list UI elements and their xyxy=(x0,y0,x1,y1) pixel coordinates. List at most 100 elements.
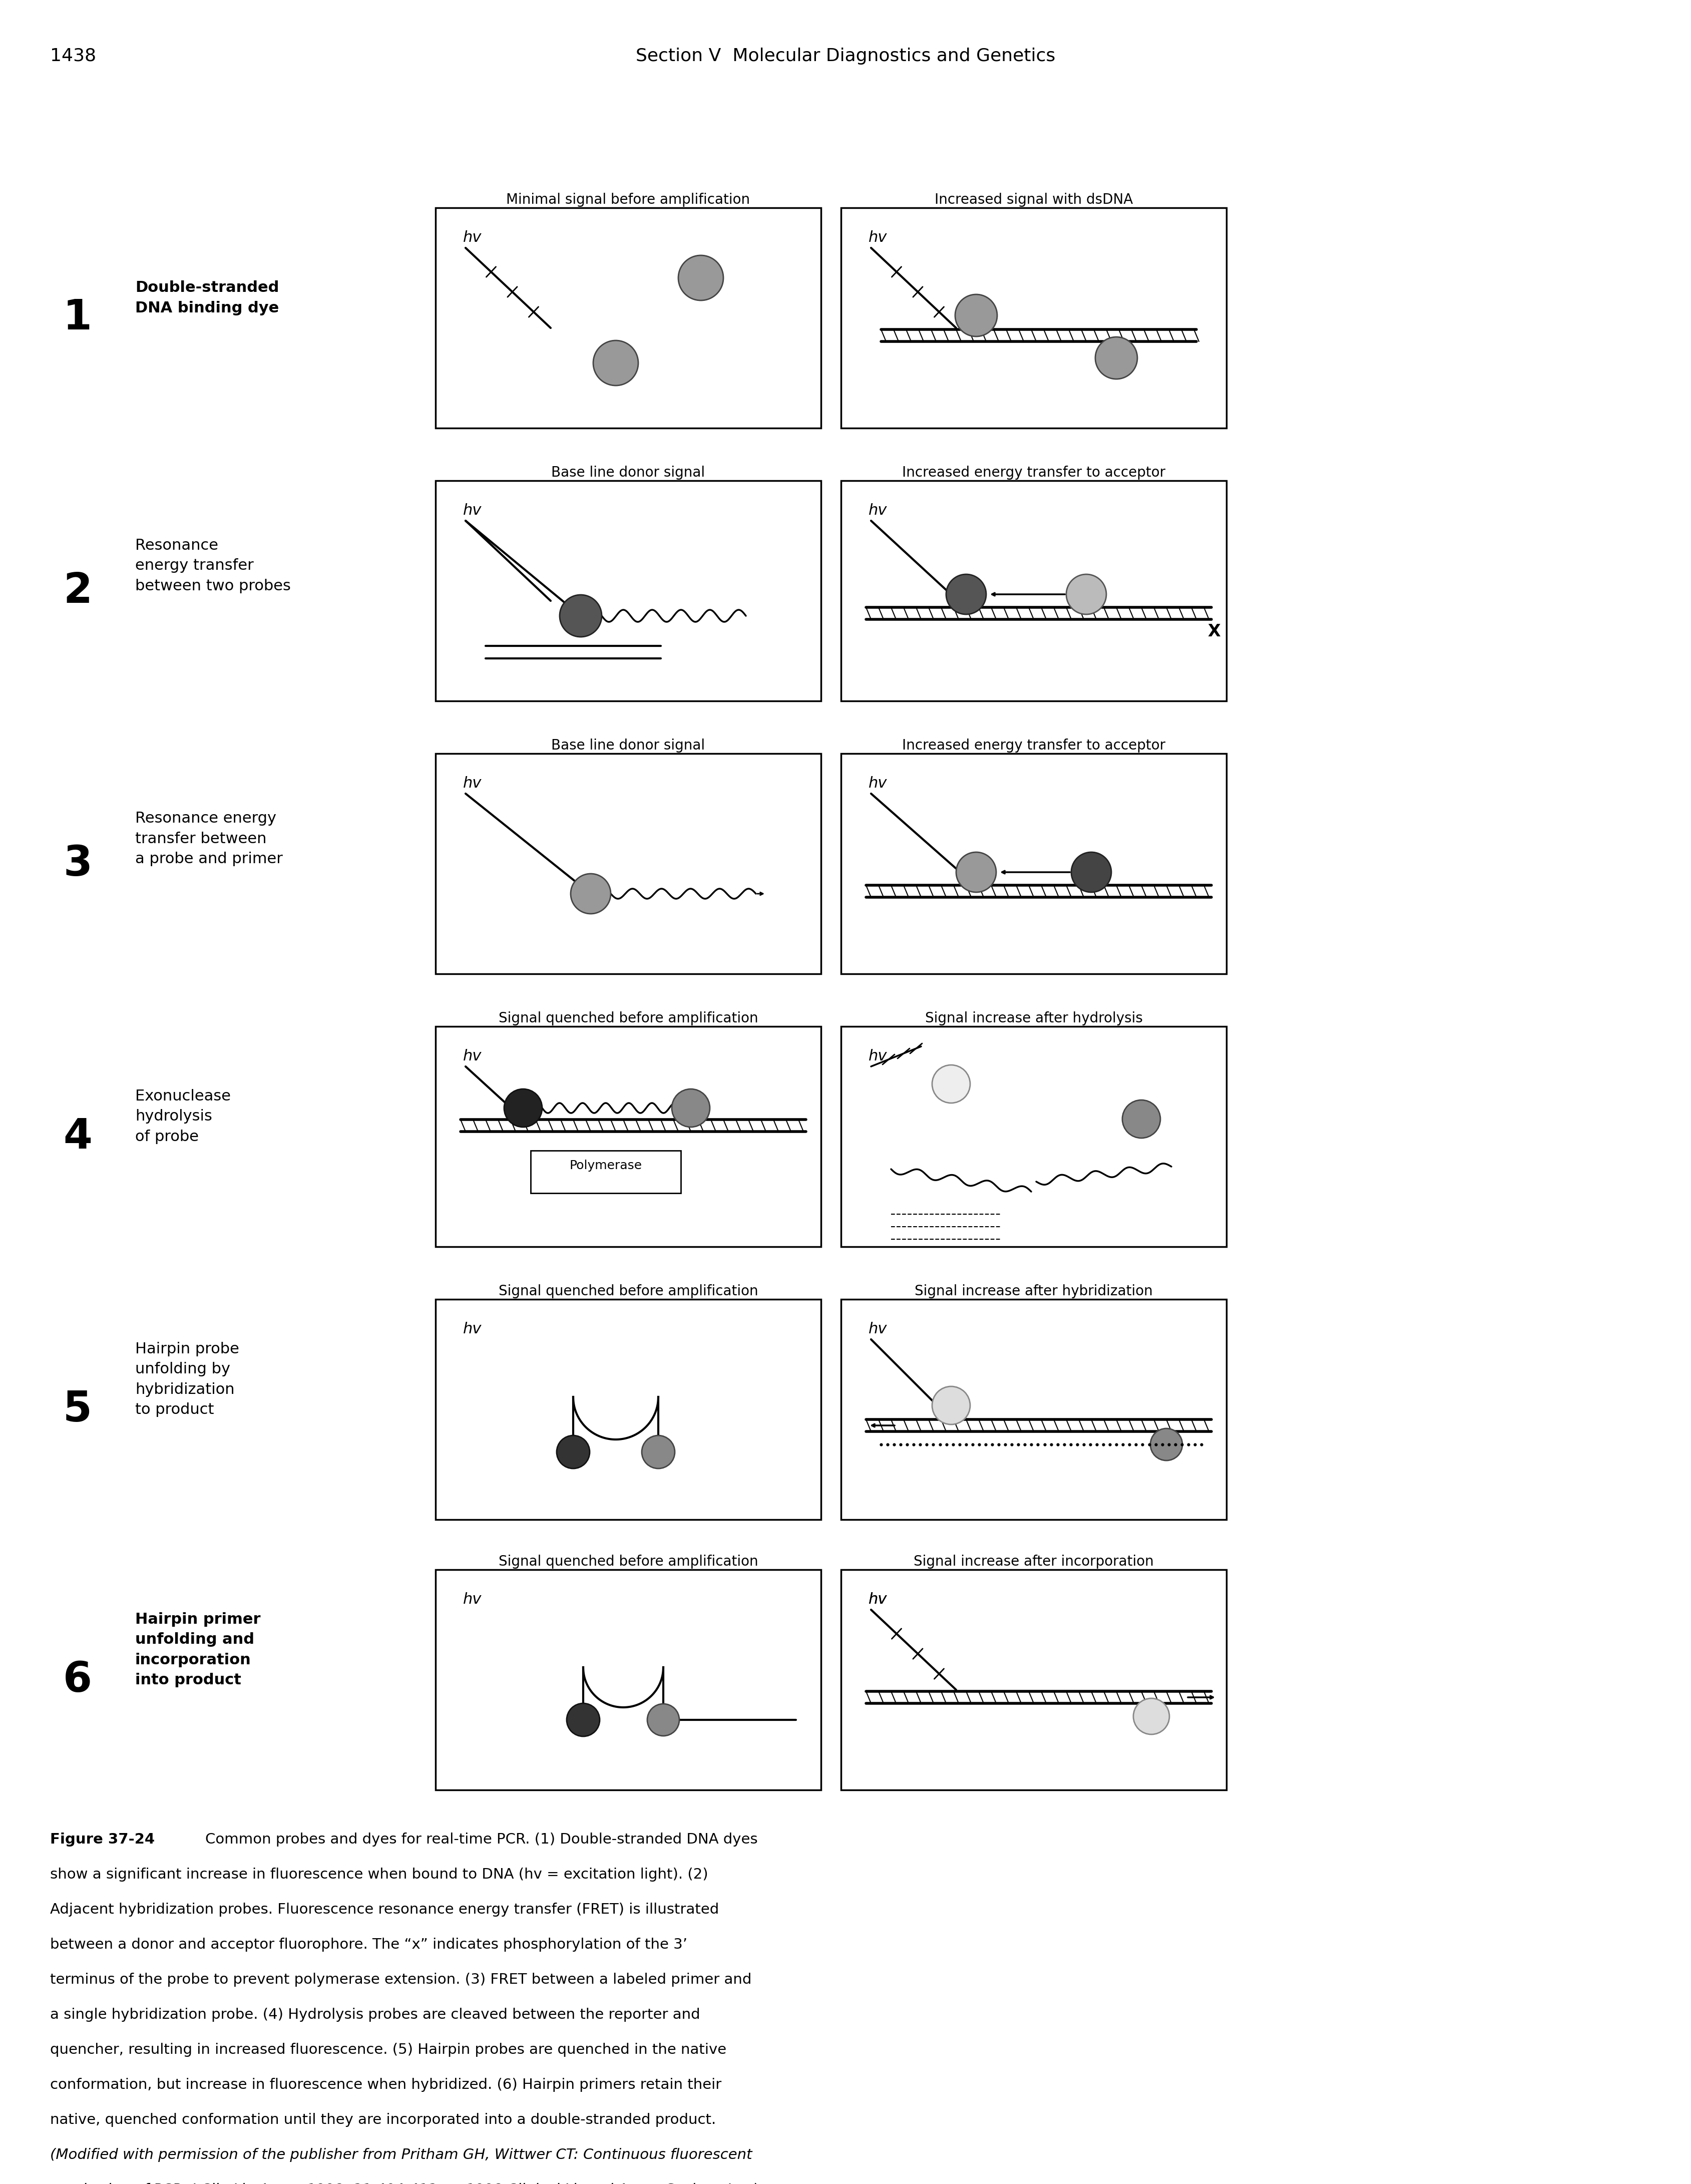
Point xyxy=(1004,1426,1032,1461)
Text: hv: hv xyxy=(869,1592,888,1607)
Point xyxy=(1043,1426,1070,1461)
Point xyxy=(998,1426,1025,1461)
Text: 4: 4 xyxy=(63,1116,91,1158)
Text: Minimal signal before amplification: Minimal signal before amplification xyxy=(506,192,751,207)
Point xyxy=(1025,1426,1052,1461)
Point xyxy=(1057,1426,1084,1461)
Point xyxy=(1116,1426,1143,1461)
Text: Increased signal with dsDNA: Increased signal with dsDNA xyxy=(935,192,1133,207)
Circle shape xyxy=(932,1066,971,1103)
Point xyxy=(1187,1426,1214,1461)
Text: Polymerase: Polymerase xyxy=(570,1160,643,1171)
Point xyxy=(979,1426,1006,1461)
Point xyxy=(945,1426,972,1461)
Point xyxy=(881,1426,908,1461)
Text: Increased energy transfer to acceptor: Increased energy transfer to acceptor xyxy=(901,738,1165,753)
Point xyxy=(1096,1426,1123,1461)
Point xyxy=(1162,1426,1189,1461)
Text: terminus of the probe to prevent polymerase extension. (3) FRET between a labele: terminus of the probe to prevent polymer… xyxy=(51,1972,751,1987)
Point xyxy=(867,1426,895,1461)
Bar xyxy=(531,1151,681,1192)
Circle shape xyxy=(570,874,610,913)
Point xyxy=(1123,1426,1150,1461)
Point xyxy=(991,1426,1018,1461)
Circle shape xyxy=(932,1387,971,1424)
Text: hv: hv xyxy=(463,502,482,518)
Bar xyxy=(436,753,820,974)
Point xyxy=(1089,1426,1116,1461)
Text: 1438: 1438 xyxy=(51,48,96,66)
Text: Base line donor signal: Base line donor signal xyxy=(551,465,705,480)
Text: Section V  Molecular Diagnostics and Genetics: Section V Molecular Diagnostics and Gene… xyxy=(636,48,1055,66)
Point xyxy=(927,1426,954,1461)
Text: 5: 5 xyxy=(63,1389,91,1431)
Point xyxy=(972,1426,999,1461)
Circle shape xyxy=(504,1090,543,1127)
Bar xyxy=(840,1026,1226,1247)
Circle shape xyxy=(671,1090,710,1127)
Text: hv: hv xyxy=(463,775,482,791)
Text: (Modified with permission of the publisher from Pritham GH, Wittwer CT: Continuo: (Modified with permission of the publish… xyxy=(51,2147,752,2162)
Circle shape xyxy=(1072,852,1111,893)
Text: hv: hv xyxy=(869,502,888,518)
Text: Common probes and dyes for real-time PCR. (1) Double-stranded DNA dyes: Common probes and dyes for real-time PCR… xyxy=(205,1832,758,1845)
Text: hv: hv xyxy=(869,1592,888,1607)
Text: hv: hv xyxy=(463,1592,482,1607)
Text: hv: hv xyxy=(869,1048,888,1064)
Text: Signal increase after incorporation: Signal increase after incorporation xyxy=(913,1555,1153,1568)
Text: hv: hv xyxy=(463,1321,482,1337)
Point xyxy=(1141,1426,1168,1461)
Circle shape xyxy=(648,1704,680,1736)
Point xyxy=(1011,1426,1038,1461)
Circle shape xyxy=(955,295,998,336)
Text: X: X xyxy=(1207,622,1221,640)
Text: Signal increase after hybridization: Signal increase after hybridization xyxy=(915,1284,1153,1297)
Point xyxy=(1038,1426,1065,1461)
Circle shape xyxy=(560,594,602,638)
Circle shape xyxy=(955,852,996,893)
Point xyxy=(1064,1426,1091,1461)
Point xyxy=(1175,1426,1202,1461)
Text: Resonance energy
transfer between
a probe and primer: Resonance energy transfer between a prob… xyxy=(135,810,282,867)
Point xyxy=(874,1426,901,1461)
Text: Signal increase after hydrolysis: Signal increase after hydrolysis xyxy=(925,1011,1143,1026)
Point xyxy=(940,1426,967,1461)
Circle shape xyxy=(678,256,724,301)
Point xyxy=(1050,1426,1077,1461)
Point xyxy=(1182,1426,1209,1461)
Bar xyxy=(436,1026,820,1247)
Text: hv: hv xyxy=(463,1048,482,1064)
Text: Resonance
energy transfer
between two probes: Resonance energy transfer between two pr… xyxy=(135,537,291,594)
Text: a single hybridization probe. (4) Hydrolysis probes are cleaved between the repo: a single hybridization probe. (4) Hydrol… xyxy=(51,2007,700,2022)
Bar xyxy=(840,753,1226,974)
Point xyxy=(1103,1426,1130,1461)
Text: Base line donor signal: Base line donor signal xyxy=(551,738,705,753)
Text: quencher, resulting in increased fluorescence. (5) Hairpin probes are quenched i: quencher, resulting in increased fluores… xyxy=(51,2042,727,2057)
Point xyxy=(1070,1426,1097,1461)
Text: Increased energy transfer to acceptor: Increased energy transfer to acceptor xyxy=(901,465,1165,480)
Bar xyxy=(436,480,820,701)
Point xyxy=(1168,1426,1196,1461)
Point xyxy=(1155,1426,1182,1461)
Circle shape xyxy=(1133,1699,1170,1734)
Point xyxy=(913,1426,940,1461)
Bar xyxy=(840,1299,1226,1520)
Circle shape xyxy=(643,1435,675,1468)
Circle shape xyxy=(1123,1101,1160,1138)
Point xyxy=(933,1426,960,1461)
Text: native, quenched conformation until they are incorporated into a double-stranded: native, quenched conformation until they… xyxy=(51,2112,715,2127)
Text: hv: hv xyxy=(869,1321,888,1337)
Text: Signal quenched before amplification: Signal quenched before amplification xyxy=(499,1011,758,1026)
Point xyxy=(952,1426,979,1461)
Text: 3: 3 xyxy=(63,843,91,885)
Text: hv: hv xyxy=(869,775,888,791)
Text: Signal quenched before amplification: Signal quenched before amplification xyxy=(499,1284,758,1297)
Bar xyxy=(436,1299,820,1520)
Point xyxy=(906,1426,933,1461)
Point xyxy=(1130,1426,1157,1461)
Circle shape xyxy=(566,1704,600,1736)
Text: 6: 6 xyxy=(63,1660,91,1699)
Circle shape xyxy=(1096,336,1138,380)
Bar xyxy=(436,1570,820,1791)
Circle shape xyxy=(556,1435,590,1468)
